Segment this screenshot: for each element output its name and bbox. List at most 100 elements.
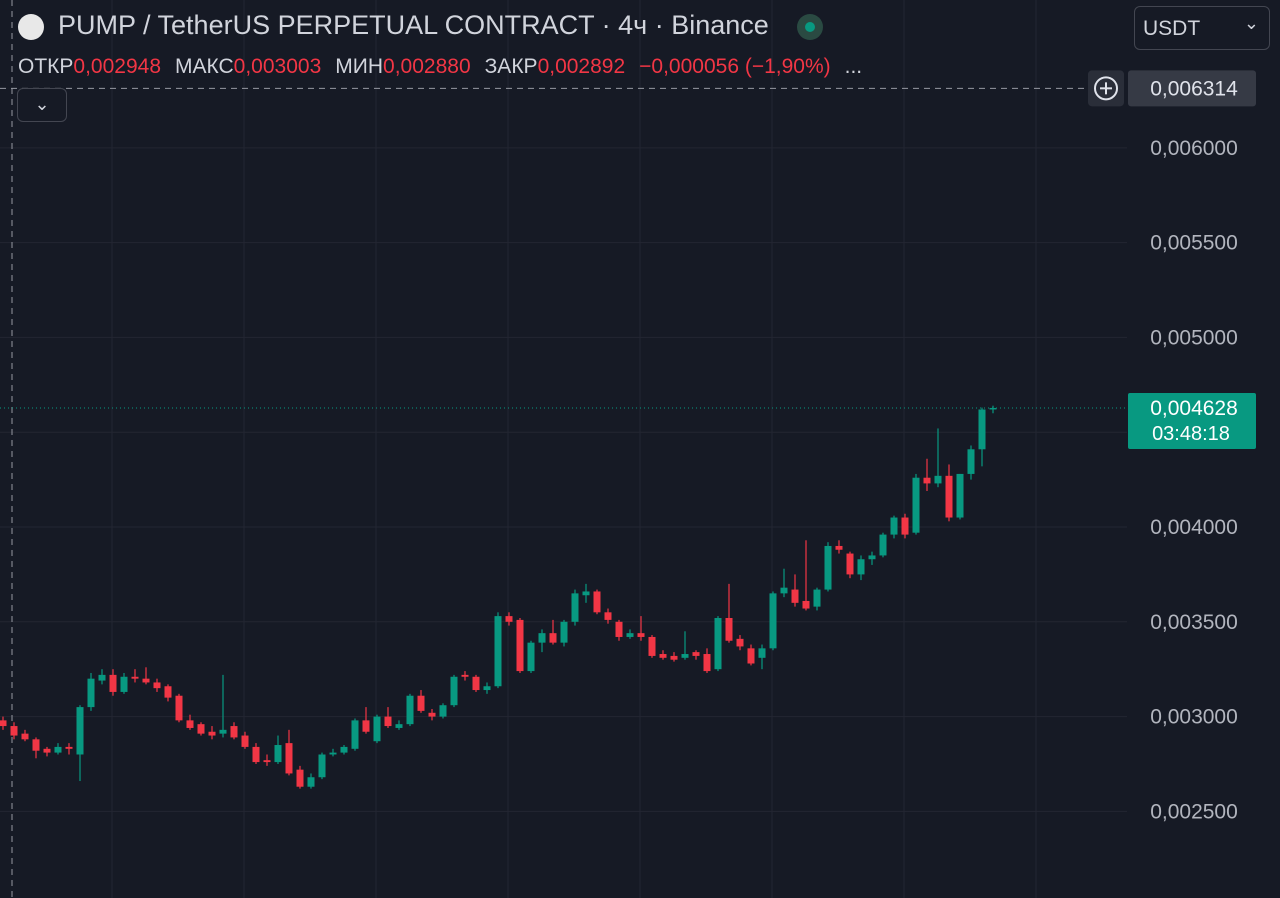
candle-body (802, 600, 810, 609)
crosshair-label-bg (1128, 70, 1256, 107)
candle-body (703, 654, 711, 672)
legend-label: ОТКР (18, 55, 74, 78)
candle-body (923, 477, 931, 484)
last-price-label: 0,004628 (1150, 397, 1238, 420)
symbol-icon (18, 13, 44, 40)
candle-body (428, 712, 436, 717)
y-tick-label: 0,005500 (1150, 232, 1238, 255)
candle-body (87, 678, 95, 708)
y-tick-label: 0,005000 (1150, 326, 1238, 349)
collapse-button[interactable]: ⌄ (17, 88, 67, 122)
candle-body (637, 633, 645, 637)
candle-body (362, 720, 370, 732)
legend-value: 0,003003 (233, 55, 322, 78)
candle-body (582, 591, 590, 596)
candle-body (329, 752, 337, 755)
legend-value: 0,002892 (537, 55, 626, 78)
candle-body (395, 724, 403, 728)
legend-more[interactable]: ... (844, 55, 863, 78)
crosshair-label: 0,006314 (1150, 77, 1238, 100)
candle-body (142, 678, 150, 683)
candle-body (472, 676, 480, 691)
candle-body (351, 720, 359, 749)
candle-body (241, 735, 249, 747)
candle-body (219, 729, 227, 734)
candle-body (10, 726, 18, 736)
candle-body (131, 676, 139, 679)
candle-body (890, 517, 898, 535)
legend-change: −0,000056 (−1,90%) (639, 55, 831, 78)
countdown: 03:48:18 (1152, 423, 1230, 445)
candle-body (945, 475, 953, 518)
candle-body (230, 726, 238, 738)
status-dot (796, 13, 823, 40)
candle-body (593, 591, 601, 613)
candle-body (439, 705, 447, 717)
candle-body (868, 555, 876, 560)
candle-body (164, 686, 172, 698)
candle-body (560, 621, 568, 643)
candle-body (725, 618, 733, 641)
y-tick-label: 0,004000 (1150, 516, 1238, 539)
candle-body (813, 589, 821, 607)
candle-body (934, 475, 942, 484)
candle-body (98, 674, 106, 681)
y-tick-label: 0,006000 (1150, 137, 1238, 160)
candle-body (263, 760, 271, 763)
candle-body (76, 707, 84, 755)
y-tick-label: 0,003500 (1150, 611, 1238, 634)
candle-body (340, 746, 348, 753)
y-tick-label: 0,002500 (1150, 800, 1238, 823)
candle-body (791, 589, 799, 603)
candle-body (0, 720, 7, 727)
candle-body (769, 593, 777, 649)
candle-body (296, 769, 304, 787)
candle-body (626, 633, 634, 637)
candle-body (857, 559, 865, 575)
candle-body (197, 724, 205, 734)
header: PUMP / TetherUS PERPETUAL CONTRACT · 4ч … (18, 10, 823, 41)
candle-body (32, 739, 40, 751)
candle-body (538, 633, 546, 643)
candle-body (373, 716, 381, 742)
candle-body (670, 655, 678, 660)
candle-body (681, 654, 689, 658)
candle-body (956, 473, 964, 518)
candle-body (549, 633, 557, 643)
candle-body (285, 743, 293, 774)
candle-body (461, 674, 469, 677)
candle-body (835, 545, 843, 550)
candle-body (43, 748, 51, 753)
candle-body (758, 648, 766, 658)
candle-body (912, 477, 920, 533)
candle-body (901, 517, 909, 535)
candle-body (659, 654, 667, 658)
candle-body (615, 621, 623, 637)
chart-title: PUMP / TetherUS PERPETUAL CONTRACT · 4ч … (58, 10, 769, 40)
candle-body (824, 545, 832, 590)
legend-label: МАКС (175, 55, 234, 78)
last-price-bg (1128, 392, 1256, 449)
candle-body (175, 695, 183, 721)
candle-body (527, 642, 535, 672)
candle-body (846, 553, 854, 575)
candle-body (120, 676, 128, 692)
candle-body (516, 619, 524, 672)
candle-body (648, 636, 656, 656)
currency-select[interactable]: USDT (1134, 1, 1270, 50)
candle-body (252, 746, 260, 763)
candle-body (450, 676, 458, 706)
candle-body (692, 652, 700, 656)
add-button (1094, 76, 1118, 101)
candle-body (21, 733, 29, 740)
legend-label: МИН (335, 55, 384, 78)
y-tick-label: 0,003000 (1150, 706, 1238, 729)
candle-body (879, 534, 887, 556)
legend-value: 0,002948 (73, 55, 161, 78)
candle-body (780, 587, 788, 594)
candle-body (714, 618, 722, 670)
candle-body (483, 686, 491, 691)
candle-body (406, 695, 414, 725)
candle-body (54, 746, 62, 753)
